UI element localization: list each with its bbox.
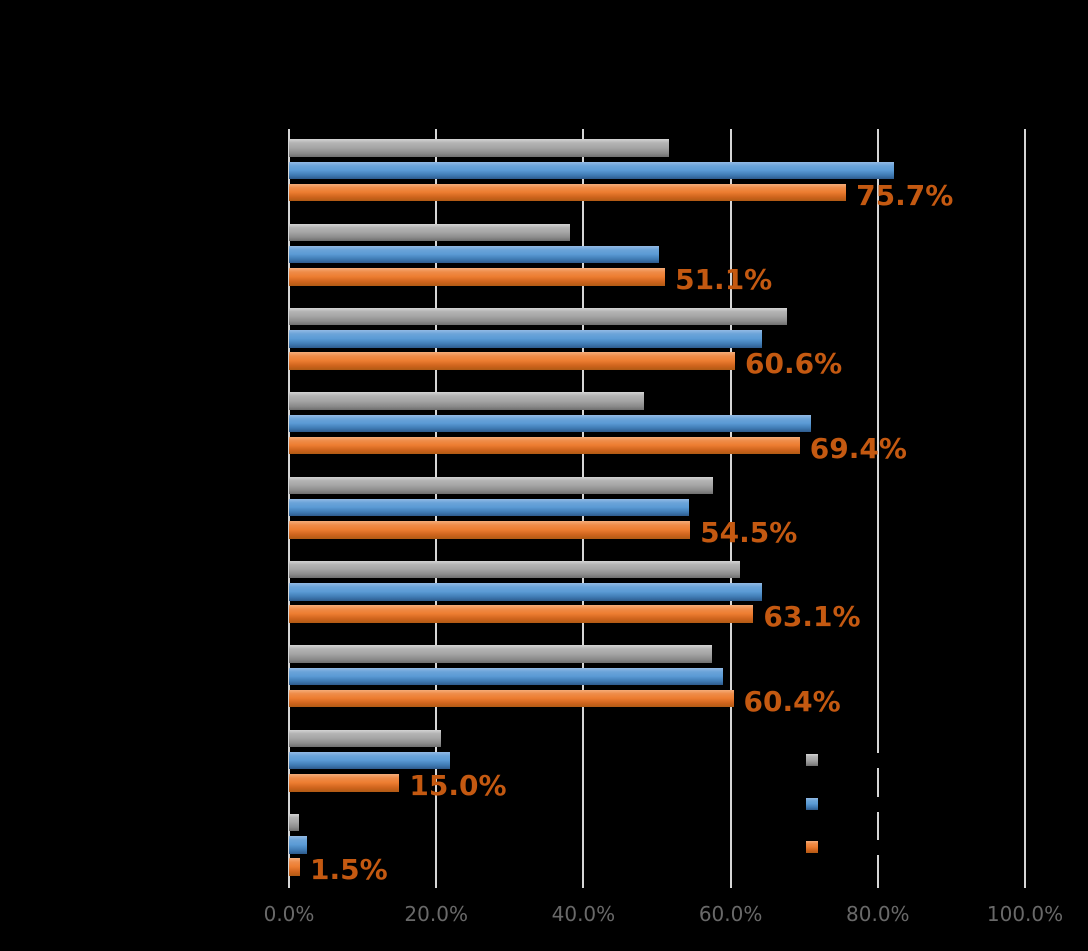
bar-gray <box>289 392 644 410</box>
bar-orange <box>289 352 736 370</box>
bar-orange <box>289 605 754 623</box>
bar-gray <box>289 561 741 579</box>
x-axis-tick-label: 100.0% <box>986 902 1064 926</box>
legend-marker-gray <box>806 754 818 766</box>
bar-gray <box>289 729 441 748</box>
bar-gray <box>289 308 788 326</box>
x-axis-tick-label: 40.0% <box>551 902 616 926</box>
bar-data-label: 60.4% <box>743 684 841 718</box>
bar-blue <box>289 498 689 517</box>
bar-data-label: 69.4% <box>809 431 907 465</box>
bar-blue <box>289 836 307 854</box>
bar-data-label: 54.5% <box>700 516 798 550</box>
x-axis-tick-label: 20.0% <box>404 902 468 926</box>
bar-data-label: 75.7% <box>856 178 954 212</box>
bar-gray <box>289 139 669 157</box>
bar-gray <box>289 645 713 663</box>
bar-orange <box>289 858 301 876</box>
bar-orange <box>289 521 691 539</box>
x-axis-tick-label: 0.0% <box>263 902 315 926</box>
bar-data-label: 51.1% <box>675 263 773 297</box>
bar-orange <box>289 774 400 792</box>
legend-label-hidden <box>824 796 942 812</box>
bar-orange <box>289 183 847 202</box>
gridline <box>876 129 879 888</box>
gridline <box>1024 129 1026 888</box>
legend-marker-blue <box>806 797 818 810</box>
x-axis-tick-label: 60.0% <box>698 902 763 926</box>
bar-data-label: 60.6% <box>745 347 843 381</box>
gridline <box>729 129 732 888</box>
bar-data-label: 63.1% <box>763 600 861 634</box>
bar-blue <box>289 245 660 264</box>
bar-gray <box>289 223 571 242</box>
bar-data-label: 1.5% <box>310 853 388 887</box>
legend-label-hidden <box>824 753 942 768</box>
bar-orange <box>289 689 734 708</box>
bar-blue <box>289 583 762 601</box>
legend-label-hidden <box>824 839 942 855</box>
bar-blue <box>289 414 811 432</box>
bar-gray <box>289 814 300 832</box>
bar-orange <box>289 268 666 286</box>
bar-blue <box>289 330 762 348</box>
bar-orange <box>289 436 800 455</box>
legend-marker-orange <box>806 840 818 853</box>
bar-blue <box>289 751 451 770</box>
bar-blue <box>289 667 723 685</box>
x-axis-tick-label: 80.0% <box>846 902 910 926</box>
bar-data-label: 15.0% <box>409 769 507 803</box>
bar-blue <box>289 161 894 179</box>
bar-gray <box>289 476 713 495</box>
